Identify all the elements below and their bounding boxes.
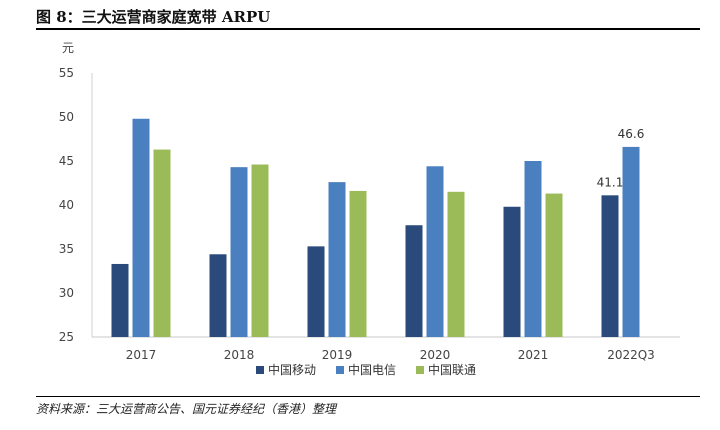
y-tick-label: 40: [59, 198, 74, 212]
legend-swatch: [336, 366, 344, 374]
bar-chart: 元 25 30 35 40 45 50 55 2017 2018 2019 2020 2021 2022Q…: [59, 41, 680, 377]
y-tick-label: 45: [59, 154, 74, 168]
source-note: 资料来源：三大运营商公告、国元证券经纪（香港）整理: [36, 402, 337, 416]
y-axis-unit: 元: [62, 41, 74, 55]
bar: [251, 164, 269, 337]
bar: [622, 146, 640, 337]
title-rule: [36, 28, 700, 30]
bar: [447, 191, 465, 337]
bar: [349, 190, 367, 337]
x-tick-label: 2017: [126, 348, 157, 362]
x-tick-label: 2022Q3: [607, 348, 655, 362]
bar: [524, 161, 542, 337]
legend-swatch: [256, 366, 264, 374]
x-tick-label: 2018: [224, 348, 255, 362]
bar: [307, 246, 325, 337]
x-tick-label: 2019: [322, 348, 353, 362]
y-tick-label: 50: [59, 110, 74, 124]
y-tick-label: 25: [59, 330, 74, 344]
bar: [405, 225, 423, 337]
bar: [230, 167, 248, 337]
x-tick-label: 2020: [420, 348, 451, 362]
chart-title: 图 8：三大运营商家庭宽带 ARPU: [36, 8, 271, 26]
data-label: 46.6: [618, 127, 645, 141]
bar: [503, 206, 521, 337]
legend-swatch: [416, 366, 424, 374]
y-tick-label: 35: [59, 242, 74, 256]
bar: [209, 254, 227, 337]
bar: [132, 118, 150, 337]
bar: [328, 182, 346, 337]
bar: [426, 166, 444, 337]
legend-label: 中国联通: [428, 362, 476, 377]
data-label: 41.1: [597, 175, 624, 189]
legend-label: 中国移动: [268, 362, 316, 377]
bar: [153, 149, 171, 337]
source-rule: [36, 396, 700, 397]
bar: [545, 193, 563, 337]
x-tick-label: 2021: [518, 348, 549, 362]
y-tick-label: 30: [59, 286, 74, 300]
y-tick-label: 55: [59, 66, 74, 80]
bar: [601, 195, 619, 337]
legend-label: 中国电信: [348, 362, 396, 377]
bar: [111, 263, 129, 337]
